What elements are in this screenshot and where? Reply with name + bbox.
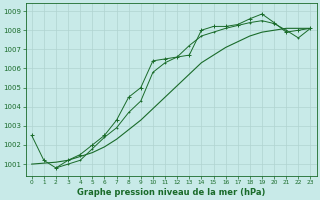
X-axis label: Graphe pression niveau de la mer (hPa): Graphe pression niveau de la mer (hPa) xyxy=(77,188,265,197)
